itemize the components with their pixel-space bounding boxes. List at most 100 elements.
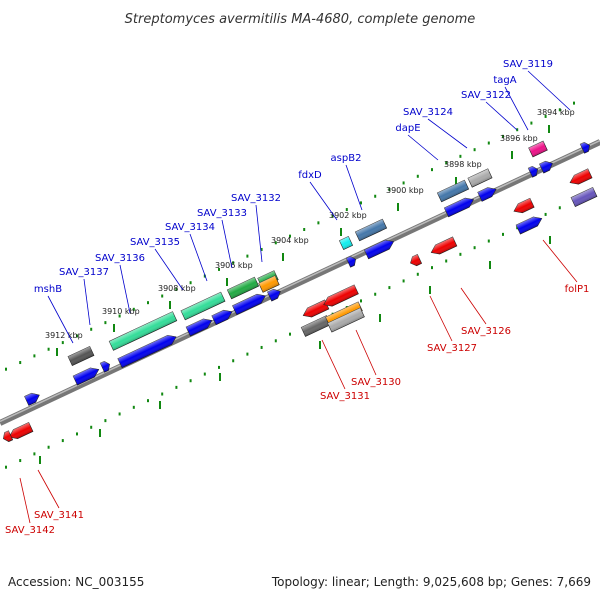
gene-feature bbox=[258, 275, 280, 293]
gene-feature bbox=[327, 307, 365, 333]
gene-label-text: SAV_3131 bbox=[320, 391, 370, 402]
gene-feature bbox=[108, 311, 178, 351]
reverse-gene-label: SAV_3141 bbox=[34, 469, 84, 521]
gene-feature bbox=[338, 235, 354, 251]
gene-label-text: fdxD bbox=[298, 170, 322, 181]
kbp-tick: 3894 kbp bbox=[537, 108, 575, 133]
gene-feature bbox=[410, 253, 423, 267]
gene-feature bbox=[302, 299, 330, 318]
gene-labels: SAV_3119 tagA SAV_3122 SAV_3124 dapE aspB2 fdx… bbox=[5, 59, 589, 536]
forward-gene-label: SAV_3136 bbox=[95, 253, 145, 314]
gene-label-text: dapE bbox=[395, 123, 420, 134]
forward-gene-label: aspB2 bbox=[331, 153, 363, 211]
forward-gene-label: dapE bbox=[395, 123, 439, 161]
forward-gene-label: SAV_3119 bbox=[503, 59, 571, 111]
kbp-tick: 3904 kbp bbox=[271, 236, 309, 261]
forward-gene-label: fdxD bbox=[298, 170, 338, 221]
accession-text: Accession: NC_003155 bbox=[8, 575, 144, 589]
gene-feature bbox=[467, 168, 493, 188]
gene-feature bbox=[226, 276, 260, 300]
gene-label-text: SAV_3124 bbox=[403, 107, 453, 118]
gene-feature bbox=[436, 179, 470, 203]
gene-label-text: SAV_3137 bbox=[59, 267, 109, 278]
gene-feature bbox=[267, 288, 281, 302]
forward-gene-label: SAV_3135 bbox=[130, 237, 184, 291]
gene-feature bbox=[323, 284, 359, 307]
gene-feature bbox=[477, 187, 497, 202]
kbp-tick: 3900 kbp bbox=[386, 186, 424, 211]
forward-gene-label: SAV_3122 bbox=[461, 90, 518, 131]
gene-feature bbox=[569, 168, 593, 185]
gene-feature bbox=[539, 160, 553, 174]
gene-label-text: SAV_3136 bbox=[95, 253, 145, 264]
tick-label: 3912 kbp bbox=[45, 331, 83, 340]
tick-label: 3896 kbp bbox=[500, 134, 538, 143]
gene-label-text: SAV_3119 bbox=[503, 59, 553, 70]
gene-feature bbox=[185, 318, 213, 337]
gene-feature bbox=[67, 345, 95, 367]
gene-feature bbox=[528, 140, 548, 158]
gene-feature bbox=[354, 218, 388, 242]
gene-feature bbox=[363, 239, 395, 260]
tick-label: 3898 kbp bbox=[444, 160, 482, 169]
forward-gene-label: SAV_3132 bbox=[231, 193, 281, 263]
gene-label-text: SAV_3141 bbox=[34, 510, 84, 521]
gene-label-text: SAV_3133 bbox=[197, 208, 247, 219]
gene-feature bbox=[579, 141, 590, 154]
map-title: Streptomyces avermitilis MA-4680, comple… bbox=[125, 12, 476, 27]
forward-gene-label: mshB bbox=[34, 284, 74, 344]
gene-label-text: SAV_3142 bbox=[5, 525, 55, 536]
gene-feature bbox=[570, 186, 598, 208]
tick-label: 3904 kbp bbox=[271, 236, 309, 245]
gene-feature bbox=[24, 392, 40, 406]
tick-label: 3910 kbp bbox=[102, 307, 140, 316]
gene-feature bbox=[443, 197, 475, 218]
kbp-tick: 3896 kbp bbox=[500, 134, 538, 159]
gene-feature bbox=[430, 236, 458, 255]
kbp-tick: 3912 kbp bbox=[45, 331, 83, 356]
kbp-tick: 3902 kbp bbox=[329, 211, 367, 236]
gene-label-text: SAV_3127 bbox=[427, 343, 477, 354]
ruler-tracks bbox=[5, 101, 590, 469]
gene-feature bbox=[8, 421, 34, 439]
gene-label-text: tagA bbox=[493, 75, 516, 86]
kbp-tick: 3898 kbp bbox=[444, 160, 482, 185]
gene-feature bbox=[117, 334, 177, 369]
reverse-gene-label: SAV_3130 bbox=[351, 329, 401, 388]
gene-feature bbox=[99, 360, 110, 373]
forward-gene-label: SAV_3137 bbox=[59, 267, 109, 326]
topology-text: Topology: linear; Length: 9,025,608 bp; … bbox=[271, 575, 591, 589]
gene-label-text: SAV_3132 bbox=[231, 193, 281, 204]
forward-gene-label: SAV_3124 bbox=[403, 107, 468, 149]
gene-label-text: SAV_3134 bbox=[165, 222, 215, 233]
gene-feature bbox=[3, 430, 14, 443]
gene-feature bbox=[232, 293, 266, 316]
gene-label-text: SAV_3135 bbox=[130, 237, 180, 248]
gene-feature bbox=[211, 309, 233, 326]
kbp-tick: 3910 kbp bbox=[102, 307, 140, 332]
gene-label-text: SAV_3122 bbox=[461, 90, 511, 101]
gene-feature bbox=[72, 367, 100, 386]
tick-label: 3902 kbp bbox=[329, 211, 367, 220]
tick-label: 3908 kbp bbox=[158, 284, 196, 293]
tick-label: 3894 kbp bbox=[537, 108, 575, 117]
reverse-gene-label: SAV_3142 bbox=[5, 477, 55, 536]
tick-label: 3900 kbp bbox=[386, 186, 424, 195]
reverse-gene-label: SAV_3126 bbox=[460, 287, 511, 337]
gene-label-text: SAV_3130 bbox=[351, 377, 401, 388]
gene-feature bbox=[345, 255, 356, 268]
gene-feature bbox=[180, 291, 226, 321]
kbp-ticks: 3894 kbp 3896 kbp 3898 kbp 3900 kbp 3902 kbp… bbox=[45, 108, 575, 356]
kbp-tick: 3908 kbp bbox=[158, 284, 196, 309]
gene-feature bbox=[513, 197, 535, 214]
reverse-gene-label: SAV_3127 bbox=[427, 295, 477, 354]
forward-gene-label: tagA bbox=[493, 75, 529, 131]
gene-label-text: folP1 bbox=[565, 284, 590, 295]
gene-feature bbox=[527, 165, 538, 178]
tick-label: 3906 kbp bbox=[215, 261, 253, 270]
forward-gene-label: SAV_3134 bbox=[165, 222, 215, 282]
gene-label-text: aspB2 bbox=[331, 153, 362, 164]
gene-label-text: SAV_3126 bbox=[461, 326, 511, 337]
gene-feature bbox=[515, 216, 543, 235]
